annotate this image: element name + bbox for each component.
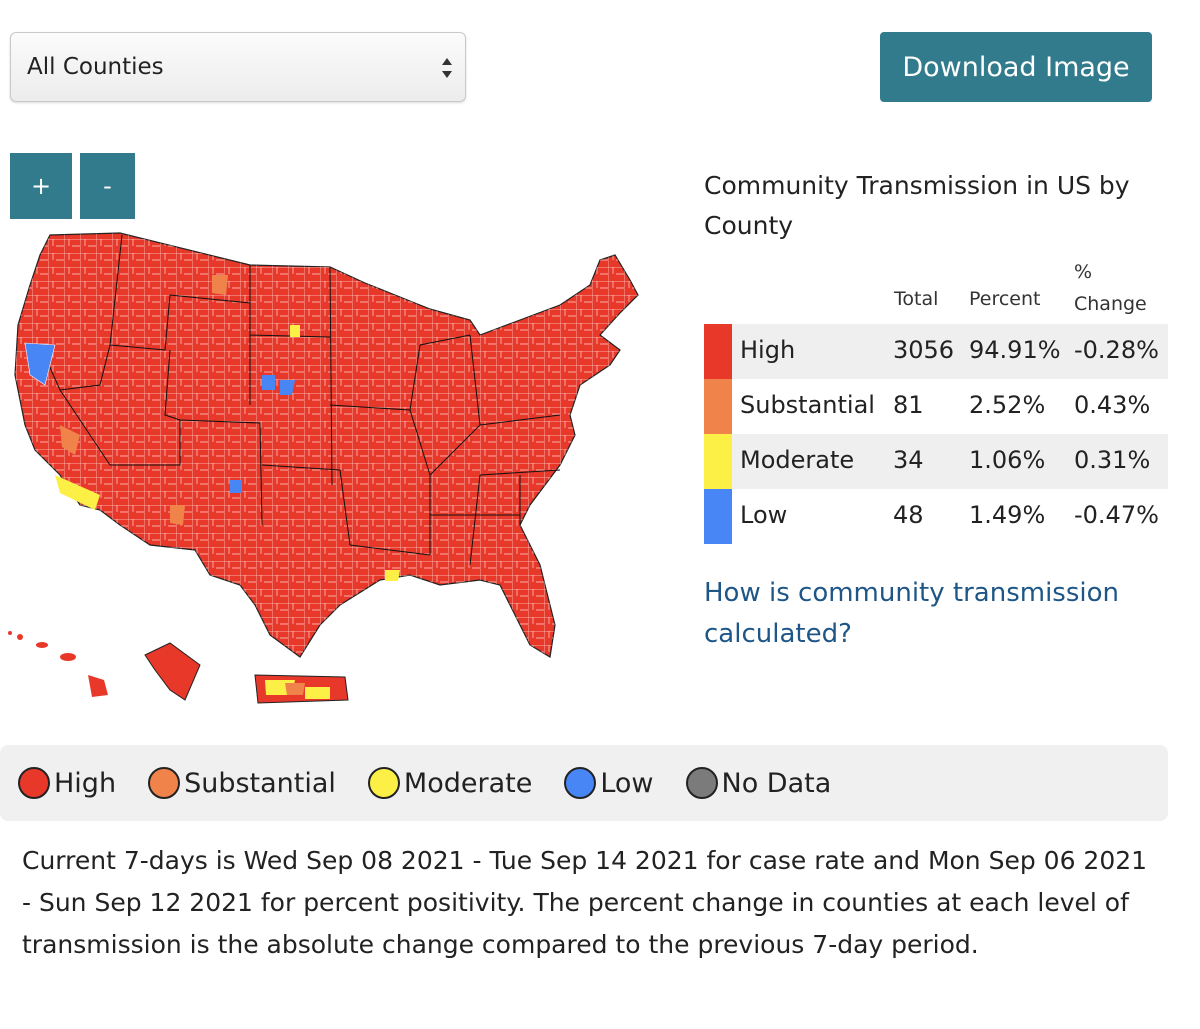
column-header-percent: Percent [969,288,1041,310]
legend-label: No Data [721,767,832,799]
legend-item-low[interactable]: Low [564,767,654,799]
summary-header: Total Percent % Change [704,250,1168,324]
level-swatch [704,324,732,379]
legend-label: Moderate [403,767,533,799]
alaska [144,642,201,701]
summary-row-high: High 3056 94.91% -0.28% [704,324,1168,379]
summary-rows: High 3056 94.91% -0.28% Substantial 81 2… [704,324,1168,544]
level-label: Low [740,501,788,529]
legend-label: High [54,767,117,799]
level-total: 34 [893,446,924,474]
level-percent: 1.49% [969,501,1046,529]
level-swatch [704,434,732,489]
level-change: -0.47% [1074,501,1159,529]
legend-dot-icon [18,767,50,799]
level-label: High [740,336,796,364]
summary-row-substantial: Substantial 81 2.52% 0.43% [704,379,1168,434]
level-change: -0.28% [1074,336,1159,364]
date-range-footnote: Current 7-days is Wed Sep 08 2021 - Tue … [22,846,1148,959]
legend-label: Low [600,767,654,799]
level-percent: 94.91% [969,336,1061,364]
level-change: 0.31% [1074,446,1151,474]
legend-dot-icon [564,767,597,799]
county-filter-select[interactable]: All Counties [10,32,466,102]
level-label: Moderate [740,446,855,474]
legend-item-substantial[interactable]: Substantial [148,767,336,799]
contiguous-us [14,232,639,658]
level-percent: 2.52% [969,391,1046,419]
summary-title: Community Transmission in US by County [704,171,1130,240]
level-label: Substantial [740,391,875,419]
level-percent: 1.06% [969,446,1046,474]
legend-item-moderate[interactable]: Moderate [367,767,533,799]
zoom-out-button[interactable]: - [80,153,135,219]
puerto-rico [254,674,349,704]
column-header-change: % Change [1074,261,1147,315]
level-swatch [704,379,732,434]
zoom-in-button[interactable]: + [10,153,72,219]
column-header-total: Total [894,288,939,310]
level-change: 0.43% [1074,391,1151,419]
download-image-button[interactable]: Download Image [880,32,1152,102]
level-total: 81 [893,391,924,419]
hawaii [8,631,108,697]
summary-row-moderate: Moderate 34 1.06% 0.31% [704,434,1168,489]
level-total: 48 [893,501,924,529]
legend-item-high[interactable]: High [18,767,116,799]
legend-dot-icon [148,767,181,799]
legend-dot-icon [367,767,400,799]
transmission-summary-table: Total Percent % Change High 3056 94.91% … [704,250,1168,544]
us-county-map[interactable] [0,225,680,725]
level-total: 3056 [893,336,955,364]
legend-item-no-data[interactable]: No Data [685,767,832,799]
legend-label: Substantial [184,767,336,799]
level-swatch [704,489,732,544]
map-legend: High Substantial Moderate Low No Data [0,745,1168,821]
select-arrows-icon [442,58,452,78]
legend-dot-icon [685,767,718,799]
summary-row-low: Low 48 1.49% -0.47% [704,489,1168,544]
county-filter-value: All Counties [27,54,164,80]
transmission-calculation-link[interactable]: How is community transmission calculated… [704,578,1119,649]
